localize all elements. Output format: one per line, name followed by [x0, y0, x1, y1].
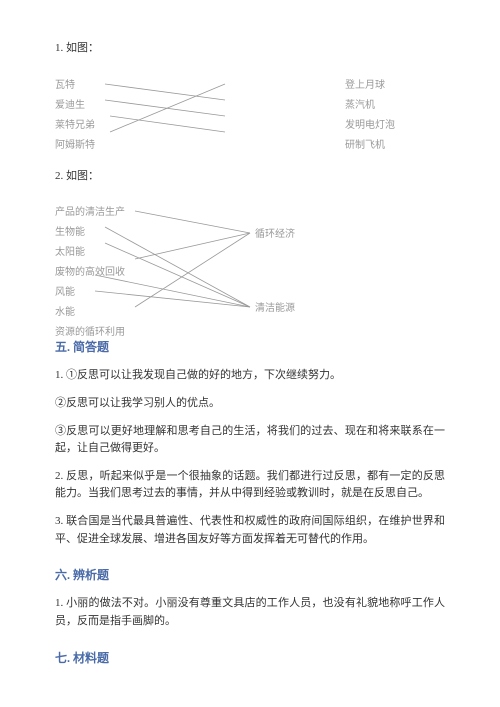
d2-left: 太阳能 [55, 245, 175, 261]
s5-a3: 3. 联合国是当代最具普遍性、代表性和权威性的政府间国际组织，在维护世界和平、促… [55, 513, 445, 548]
d1-row: 阿姆斯特 研制飞机 [55, 136, 445, 156]
d2-row: 产品的清洁生产 [55, 203, 445, 223]
d2-left: 生物能 [55, 225, 175, 241]
d1-right: 发明电灯泡 [345, 118, 445, 134]
d1-row: 爱迪生 蒸汽机 [55, 96, 445, 116]
d2-row: 风能 [55, 283, 445, 303]
d2-left: 废物的高效回收 [55, 265, 175, 281]
section6-title: 六. 辨析题 [55, 566, 445, 585]
diagram-1: 瓦特登上月球爱迪生蒸汽机莱特兄弟发明电灯泡阿姆斯特研制飞机 [55, 76, 445, 140]
d2-row: 太阳能 [55, 243, 445, 263]
d1-right: 登上月球 [345, 78, 445, 94]
s5-a1-1: 1. ①反思可以让我发现自己做的好的地方，下次继续努力。 [55, 367, 445, 385]
d2-left: 资源的循环利用 [55, 325, 175, 341]
d2-right-bottom: 清洁能源 [255, 301, 295, 317]
d1-row: 莱特兄弟 发明电灯泡 [55, 116, 445, 136]
d2-row: 水能 [55, 303, 445, 323]
d2-row: 废物的高效回收 [55, 263, 445, 283]
d2-left: 风能 [55, 285, 175, 301]
d2-left: 水能 [55, 305, 175, 321]
diagram-2: 产品的清洁生产生物能太阳能废物的高效回收风能水能资源的循环利用 循环经济 清洁能… [55, 203, 445, 318]
s5-a1-2: ②反思可以让我学习别人的优点。 [55, 395, 445, 413]
d1-row: 瓦特 登上月球 [55, 76, 445, 96]
s5-a2: 2. 反思，听起来似乎是一个很抽象的话题。我们都进行过反思，都有一定的反思能力。… [55, 468, 445, 503]
d1-right: 蒸汽机 [345, 98, 445, 114]
d2-right-top: 循环经济 [255, 227, 295, 243]
d1-right: 研制飞机 [345, 138, 445, 154]
s6-a1: 1. 小丽的做法不对。小丽没有尊重文具店的工作人员，也没有礼貌地称呼工作人员，反… [55, 595, 445, 630]
section7-title: 七. 材料题 [55, 649, 445, 668]
d1-left: 爱迪生 [55, 98, 175, 114]
q2-label: 2. 如图： [55, 168, 445, 186]
q1-label: 1. 如图： [55, 40, 445, 58]
d2-row: 生物能 [55, 223, 445, 243]
d1-left: 阿姆斯特 [55, 138, 175, 154]
d2-row: 资源的循环利用 [55, 323, 445, 343]
d1-left: 莱特兄弟 [55, 118, 175, 134]
d2-left: 产品的清洁生产 [55, 205, 175, 221]
s5-a1-3: ③反思可以更好地理解和思考自己的生活，将我们的过去、现在和将来联系在一起，让自己… [55, 423, 445, 458]
d1-left: 瓦特 [55, 78, 175, 94]
